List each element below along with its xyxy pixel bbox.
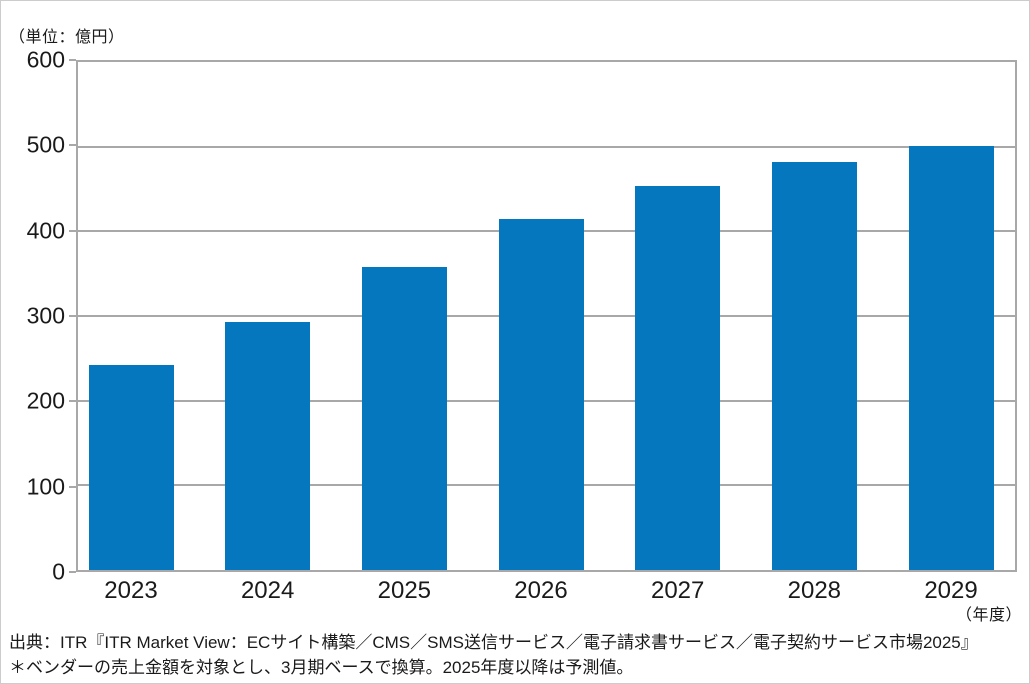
x-tick-label-2029: 2029: [924, 577, 978, 604]
y-tick-mark-100: [69, 485, 76, 488]
bar-2023: [88, 365, 174, 570]
y-tick-mark-200: [69, 400, 76, 403]
source-note: 出典：ITR『ITR Market View：ECサイト構築／CMS／SMS送信…: [9, 630, 978, 680]
x-tick-label-2024: 2024: [240, 577, 295, 604]
y-tick-mark-0: [69, 571, 76, 573]
gridline-500: [78, 145, 1015, 148]
y-tick-mark-300: [69, 315, 76, 317]
x-tick-label-2025: 2025: [377, 577, 432, 604]
x-tick-label-2028: 2028: [787, 577, 842, 604]
x-tick-label-2027: 2027: [650, 577, 705, 604]
bar-2028: [771, 161, 857, 570]
y-tick-label-200: 200: [26, 387, 65, 414]
y-tick-label-100: 100: [26, 473, 65, 500]
bar-2026: [498, 218, 584, 570]
bar-2027: [635, 185, 721, 570]
y-axis-unit-label: （単位：億円）: [9, 29, 125, 46]
y-tick-label-500: 500: [26, 131, 65, 158]
y-tick-label-0: 0: [52, 558, 65, 585]
y-tick-mark-400: [69, 229, 76, 232]
x-tick-label-2026: 2026: [514, 577, 568, 604]
y-tick-label-600: 600: [26, 46, 65, 73]
bar-2029: [908, 145, 994, 570]
y-tick-label-400: 400: [26, 217, 65, 244]
y-tick-mark-500: [69, 144, 76, 147]
bar-2024: [225, 321, 311, 570]
plot-area: [76, 60, 1017, 572]
source-line-1: 出典：ITR『ITR Market View：ECサイト構築／CMS／SMS送信…: [9, 633, 978, 652]
x-tick-label-2023: 2023: [104, 577, 158, 604]
y-tick-label-300: 300: [26, 302, 65, 329]
source-line-2: ＊ベンダーの売上金額を対象とし、3月期ベースで換算。2025年度以降は予測値。: [9, 658, 634, 677]
x-axis-unit-label: （年度）: [955, 607, 1022, 624]
y-tick-mark-600: [69, 59, 76, 61]
bar-2025: [361, 266, 447, 570]
